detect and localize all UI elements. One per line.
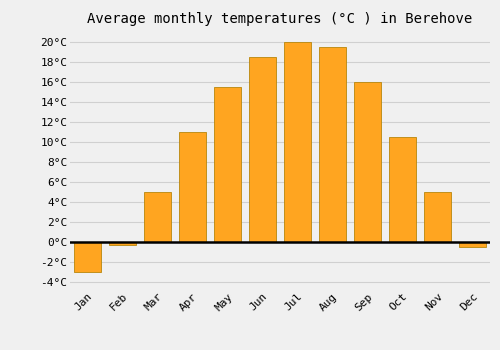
Bar bbox=[354, 82, 380, 242]
Bar bbox=[144, 192, 171, 242]
Bar bbox=[180, 132, 206, 242]
Bar bbox=[214, 86, 240, 242]
Bar bbox=[424, 192, 450, 242]
Bar bbox=[74, 242, 101, 272]
Bar bbox=[284, 42, 310, 242]
Bar bbox=[460, 242, 485, 247]
Bar bbox=[250, 57, 276, 242]
Bar bbox=[110, 242, 136, 245]
Bar bbox=[390, 137, 415, 242]
Bar bbox=[320, 47, 345, 242]
Title: Average monthly temperatures (°C ) in Berehove: Average monthly temperatures (°C ) in Be… bbox=[88, 12, 472, 26]
